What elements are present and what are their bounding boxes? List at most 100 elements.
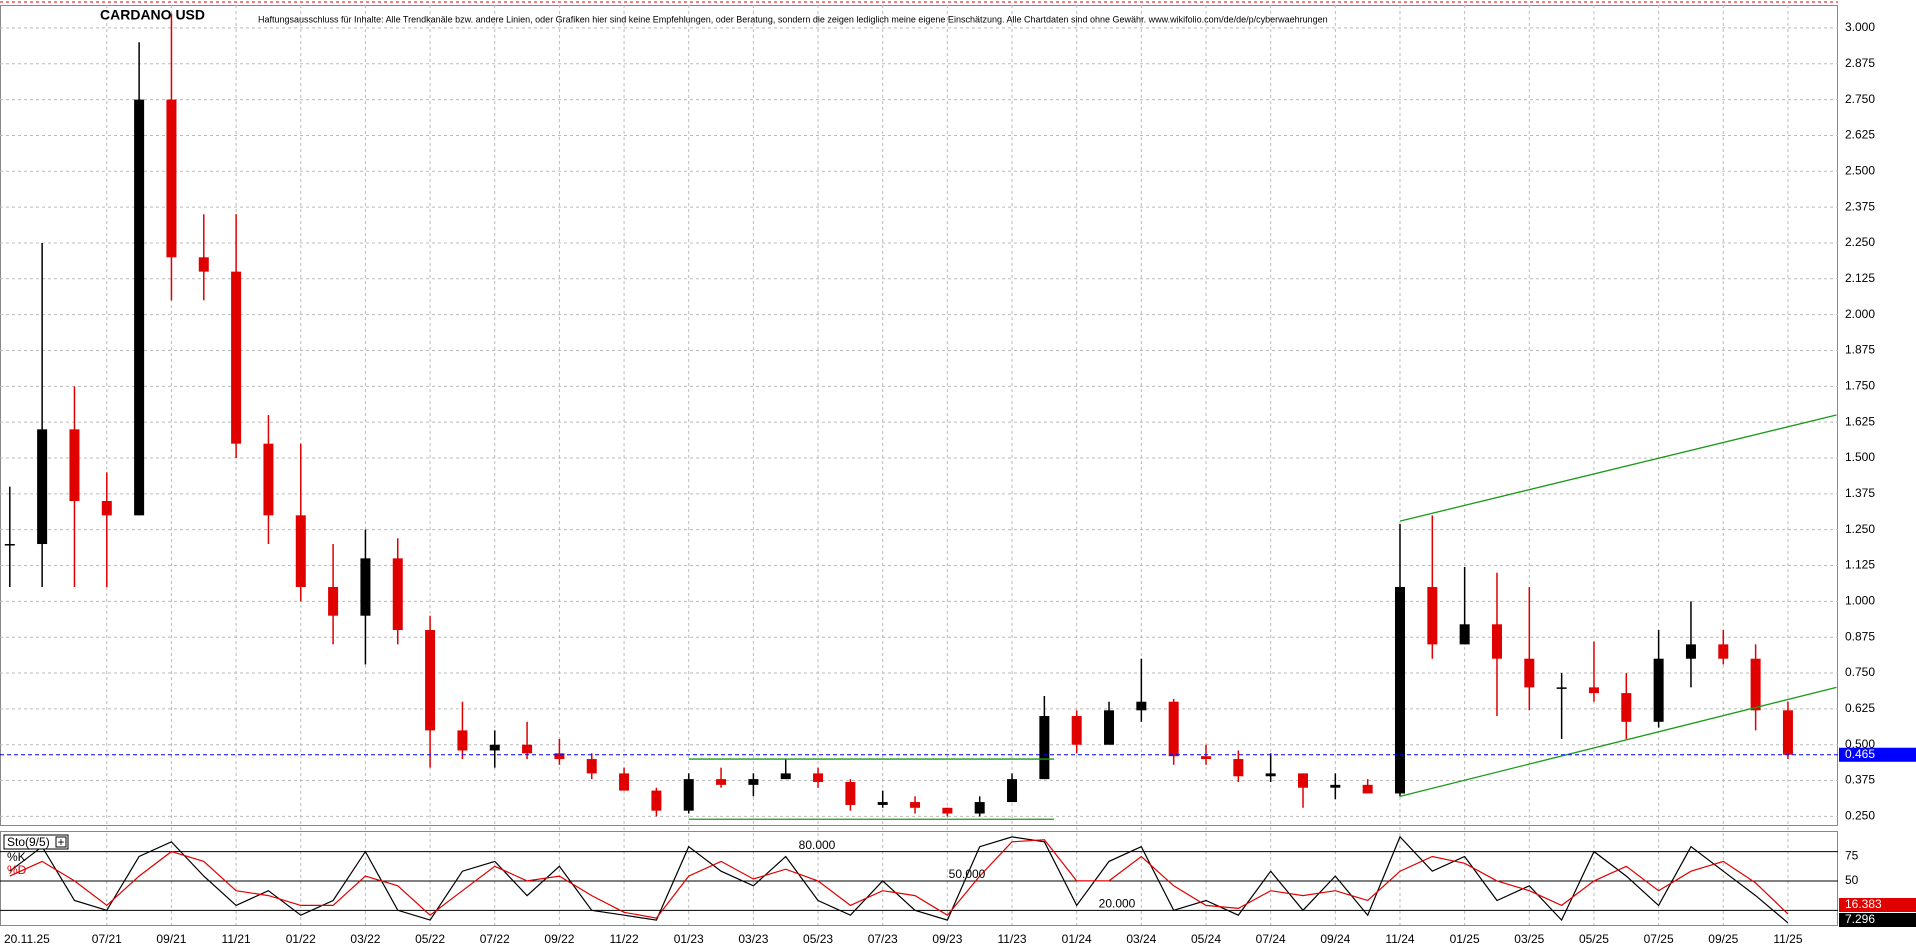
candle-body (845, 781, 856, 805)
stoch-line (9, 835, 1789, 924)
x-tick-label: 09/25 (1708, 932, 1738, 946)
candle-body (457, 730, 468, 751)
y-tick-label: 1.500 (1845, 450, 1875, 464)
candle-body (1201, 756, 1212, 760)
candle-body (1621, 693, 1632, 722)
candle-body (716, 779, 727, 785)
y-tick-label: 2.125 (1845, 271, 1875, 285)
candle-body (1298, 773, 1308, 788)
date-label: 20.11.25 (4, 932, 50, 946)
candle-body (1394, 587, 1405, 794)
x-tick-label: 01/23 (674, 932, 704, 946)
candle-body (619, 773, 630, 791)
stoch-line (9, 839, 1789, 919)
legend-label: %D (7, 863, 27, 877)
candle-body (586, 759, 597, 774)
x-tick-label: 03/22 (350, 932, 380, 946)
candle-body (683, 779, 694, 811)
candle-body (4, 544, 15, 546)
level-label: 50.000 (949, 867, 986, 881)
y-tick-label: 50 (1845, 873, 1859, 887)
candle-body (1524, 658, 1535, 688)
candle-body (813, 773, 824, 782)
x-tick-label: 11/21 (222, 932, 251, 946)
x-tick-label: 05/23 (803, 932, 833, 946)
candle-body (1168, 701, 1179, 757)
candle-body (651, 790, 662, 811)
candle-body (37, 429, 48, 545)
candle-body (295, 515, 306, 588)
y-tick-label: 2.375 (1845, 199, 1875, 213)
y-tick-label: 0.500 (1845, 737, 1875, 751)
stoch-panel (0, 831, 1838, 926)
x-tick-label: 03/24 (1126, 932, 1156, 946)
price-plot (4, 13, 1837, 820)
last-value-box (1839, 898, 1916, 912)
candle-body (1653, 658, 1664, 722)
y-tick-label: 0.250 (1845, 809, 1875, 823)
last-price-label: 0.465 (1845, 747, 1875, 761)
candle-body (1782, 710, 1793, 755)
candle-body (1265, 773, 1276, 777)
y-tick-label: 2.625 (1845, 128, 1875, 142)
last-value-box (1839, 913, 1916, 927)
candle-body (942, 807, 953, 814)
candle-body (1039, 716, 1050, 780)
expand-icon: + (57, 835, 64, 849)
candle-body (1718, 644, 1729, 659)
x-tick-label: 07/24 (1256, 932, 1286, 946)
legend-label: %K (7, 850, 26, 864)
y-tick-label: 75 (1845, 849, 1859, 863)
candle-body (134, 99, 145, 516)
y-tick-label: 2.250 (1845, 235, 1875, 249)
stoch-plot (9, 835, 1789, 924)
candle-body (877, 802, 888, 805)
subtitle: Haftungsausschluss für Inhalte: Alle Tre… (258, 14, 1328, 24)
last-value-label: 16.383 (1845, 897, 1882, 911)
last-price-box (1839, 747, 1916, 762)
candle-body (522, 744, 533, 754)
y-tick-label: 1.125 (1845, 558, 1875, 572)
candle-body (1685, 644, 1696, 659)
price-panel (0, 5, 1838, 826)
candle-body (69, 429, 80, 502)
candle-body (392, 558, 403, 631)
candle-body (1233, 759, 1244, 777)
candle-body (166, 99, 177, 258)
candle-body (1459, 624, 1470, 645)
candle-body (1136, 701, 1147, 711)
candle-body (1104, 710, 1115, 745)
candle-body (231, 271, 242, 444)
candle-body (748, 779, 759, 785)
candle-body (328, 587, 339, 616)
x-tick-label: 09/24 (1320, 932, 1350, 946)
y-tick-label: 3.000 (1845, 20, 1875, 34)
candle-body (1556, 687, 1567, 689)
candle-body (101, 501, 112, 516)
x-tick-label: 11/25 (1773, 932, 1802, 946)
x-tick-label: 07/21 (92, 932, 122, 946)
candle-body (1427, 587, 1438, 645)
y-tick-label: 0.875 (1845, 629, 1875, 643)
trend-line (1399, 414, 1837, 522)
x-tick-label: 03/25 (1514, 932, 1544, 946)
x-tick-label: 01/24 (1062, 932, 1092, 946)
candle-body (489, 744, 500, 751)
y-tick-label: 2.000 (1845, 307, 1875, 321)
x-tick-label: 11/22 (609, 932, 638, 946)
y-tick-label: 1.250 (1845, 522, 1875, 536)
level-label: 80.000 (799, 838, 836, 852)
x-tick-label: 11/23 (997, 932, 1026, 946)
y-tick-label: 1.375 (1845, 486, 1875, 500)
y-tick-label: 0.750 (1845, 665, 1875, 679)
x-tick-label: 07/25 (1644, 932, 1674, 946)
expand-button[interactable] (55, 836, 67, 848)
candle-body (1750, 658, 1761, 711)
candle-body (263, 443, 274, 516)
x-tick-label: 09/22 (544, 932, 574, 946)
y-tick-label: 1.875 (1845, 343, 1875, 357)
candle-body (1330, 784, 1341, 788)
y-tick-label: 1.000 (1845, 594, 1875, 608)
